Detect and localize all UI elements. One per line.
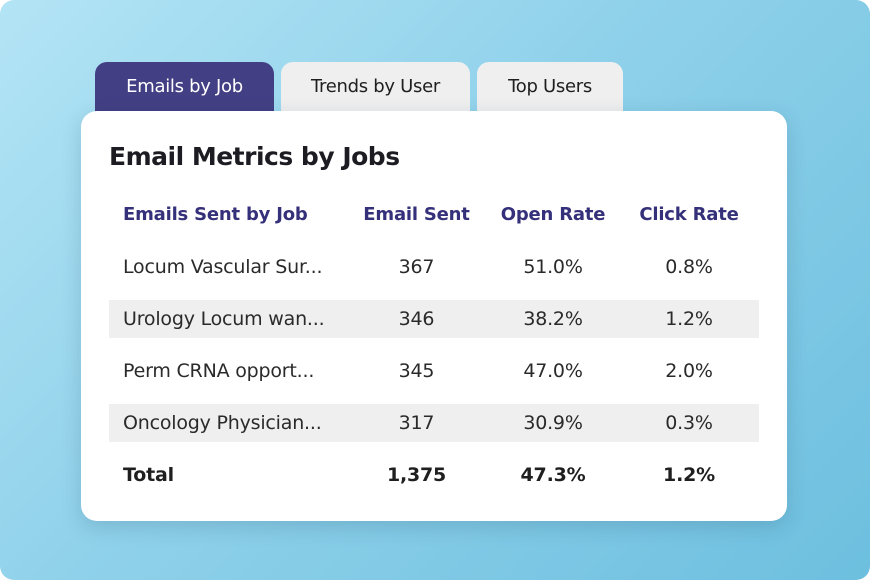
open-rate-cell: 51.0% (523, 256, 583, 278)
click-rate-cell: 0.8% (665, 256, 713, 278)
click-rate-cell: 2.0% (665, 360, 713, 382)
table-row: Perm CRNA opport... 345 47.0% 2.0% (109, 352, 759, 390)
column-header-open-rate: Open Rate (500, 203, 606, 225)
emails-sent-cell: 367 (398, 256, 435, 278)
table-row: Urology Locum wan... 346 38.2% 1.2% (109, 300, 759, 338)
tab-trends-by-user[interactable]: Trends by User (281, 62, 470, 114)
click-rate-cell: 1.2% (665, 308, 713, 330)
total-label: Total (123, 464, 174, 486)
job-name-cell: Oncology Physician... (123, 412, 322, 434)
metrics-table: Emails Sent by Job Email Sent Open Rate … (109, 195, 759, 494)
total-open-rate: 47.3% (520, 464, 586, 486)
card-title: Email Metrics by Jobs (109, 142, 400, 171)
table-row: Oncology Physician... 317 30.9% 0.3% (109, 404, 759, 442)
metrics-card: Email Metrics by Jobs Emails Sent by Job… (81, 111, 787, 521)
tab-top-users[interactable]: Top Users (477, 62, 623, 114)
column-header-job: Emails Sent by Job (123, 203, 308, 225)
emails-sent-cell: 317 (398, 412, 435, 434)
column-header-email-sent: Email Sent (363, 203, 470, 225)
open-rate-cell: 47.0% (523, 360, 583, 382)
table-row: Locum Vascular Sur... 367 51.0% 0.8% (109, 248, 759, 286)
click-rate-cell: 0.3% (665, 412, 713, 434)
job-name-cell: Perm CRNA opport... (123, 360, 315, 382)
job-name-cell: Locum Vascular Sur... (123, 256, 323, 278)
open-rate-cell: 38.2% (523, 308, 583, 330)
table-header-row: Emails Sent by Job Email Sent Open Rate … (109, 195, 759, 233)
tab-emails-by-job[interactable]: Emails by Job (95, 62, 274, 114)
total-emails-sent: 1,375 (386, 464, 447, 486)
emails-sent-cell: 345 (398, 360, 435, 382)
column-header-click-rate: Click Rate (639, 203, 739, 225)
job-name-cell: Urology Locum wan... (123, 308, 325, 330)
table-total-row: Total 1,375 47.3% 1.2% (109, 456, 759, 494)
emails-sent-cell: 346 (398, 308, 435, 330)
total-click-rate: 1.2% (663, 464, 715, 486)
open-rate-cell: 30.9% (523, 412, 583, 434)
